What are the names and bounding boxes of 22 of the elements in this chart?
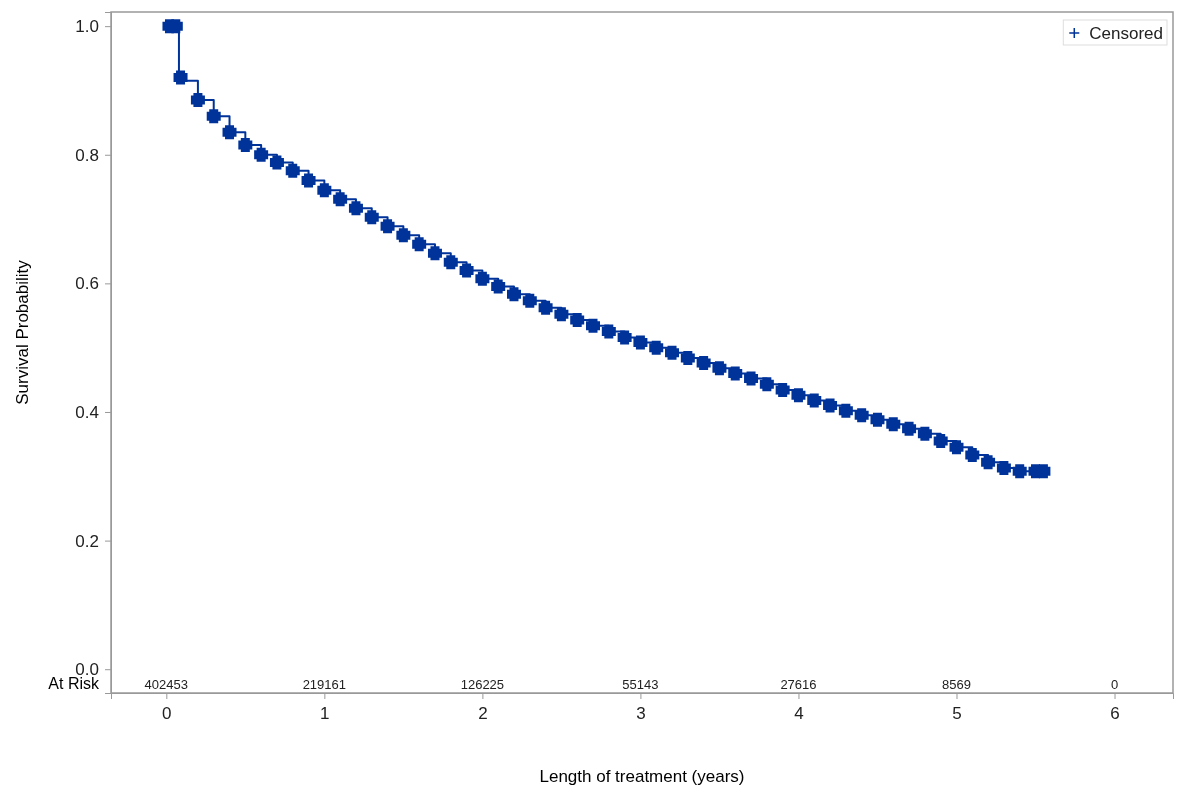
annotation: 55143 bbox=[622, 677, 659, 692]
annotation: 126225 bbox=[460, 677, 505, 692]
y-tick-label: 0.2 bbox=[75, 531, 99, 551]
y-tick-label: 0.4 bbox=[75, 402, 99, 422]
annotation: 27616 bbox=[780, 677, 817, 692]
x-tick-label: 4 bbox=[794, 704, 804, 724]
x-tick-label: 3 bbox=[636, 704, 646, 724]
x-tick-label: 2 bbox=[478, 704, 488, 724]
annotation: 402453 bbox=[144, 677, 189, 692]
y-tick-label: 0.6 bbox=[75, 274, 99, 294]
y-tick-label: 1.0 bbox=[75, 17, 99, 37]
x-tick-label: 0 bbox=[162, 704, 172, 724]
x-tick-label: 5 bbox=[952, 704, 962, 724]
x-axis-title: Length of treatment (years) bbox=[539, 767, 745, 786]
y-axis-title: Survival Probability bbox=[13, 259, 32, 405]
y-tick-label: 0.8 bbox=[75, 145, 99, 165]
annotation: 8569 bbox=[942, 677, 971, 692]
annotation: 219161 bbox=[302, 677, 347, 692]
annotation: 0 bbox=[1110, 677, 1119, 692]
x-tick-label: 1 bbox=[320, 704, 330, 724]
legend-label: Censored bbox=[1089, 24, 1163, 43]
x-tick-label: 6 bbox=[1110, 704, 1120, 724]
